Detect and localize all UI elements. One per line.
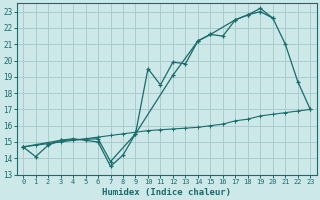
X-axis label: Humidex (Indice chaleur): Humidex (Indice chaleur): [102, 188, 231, 197]
